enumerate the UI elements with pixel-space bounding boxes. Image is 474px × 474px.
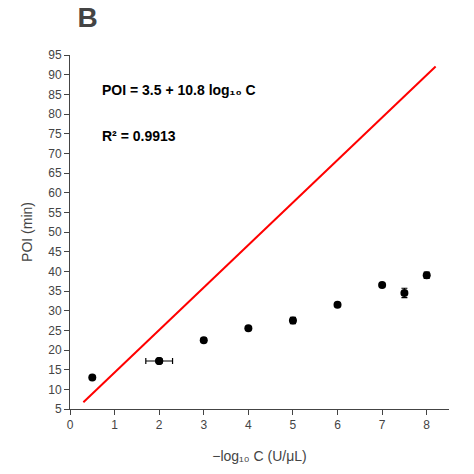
svg-text:5: 5: [290, 418, 297, 432]
svg-text:−log₁₀ C (U/μL): −log₁₀ C (U/μL): [212, 448, 306, 464]
svg-text:6: 6: [334, 418, 341, 432]
svg-text:70: 70: [48, 147, 62, 161]
svg-text:25: 25: [48, 324, 62, 338]
svg-text:20: 20: [48, 343, 62, 357]
svg-text:45: 45: [48, 245, 62, 259]
svg-text:0: 0: [67, 418, 74, 432]
svg-text:R² = 0.9913: R² = 0.9913: [102, 128, 176, 144]
svg-text:75: 75: [48, 127, 62, 141]
svg-text:50: 50: [48, 225, 62, 239]
svg-text:1: 1: [111, 418, 118, 432]
svg-text:80: 80: [48, 107, 62, 121]
svg-text:B: B: [78, 2, 98, 33]
svg-text:POI (min): POI (min): [19, 202, 35, 262]
svg-text:5: 5: [55, 402, 62, 416]
svg-text:60: 60: [48, 186, 62, 200]
svg-text:15: 15: [48, 363, 62, 377]
svg-text:10: 10: [48, 383, 62, 397]
svg-text:95: 95: [48, 48, 62, 62]
svg-text:2: 2: [156, 418, 163, 432]
svg-text:65: 65: [48, 166, 62, 180]
svg-text:4: 4: [245, 418, 252, 432]
svg-text:40: 40: [48, 265, 62, 279]
svg-text:8: 8: [423, 418, 430, 432]
svg-text:90: 90: [48, 68, 62, 82]
svg-text:55: 55: [48, 206, 62, 220]
svg-text:7: 7: [379, 418, 386, 432]
svg-text:35: 35: [48, 284, 62, 298]
svg-text:3: 3: [200, 418, 207, 432]
svg-text:30: 30: [48, 304, 62, 318]
svg-text:POI = 3.5 + 10.8 log₁₀ C: POI = 3.5 + 10.8 log₁₀ C: [102, 82, 256, 98]
svg-text:85: 85: [48, 88, 62, 102]
